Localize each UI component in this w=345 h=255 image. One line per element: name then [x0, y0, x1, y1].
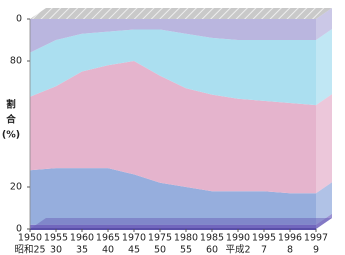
x-era-label: 30 — [50, 245, 62, 255]
x-era-label: 55 — [180, 245, 192, 255]
area — [30, 168, 316, 225]
x-era-label: 昭和25 — [14, 245, 45, 255]
x-era-label: 8 — [287, 245, 293, 255]
x-era-label: 50 — [154, 245, 166, 255]
x-tick-label: 1985 — [200, 233, 224, 244]
x-tick-label: 1955 — [44, 233, 68, 244]
x-tick-label: 1996 — [278, 233, 302, 244]
y-axis-label: 割 — [6, 99, 16, 111]
area — [30, 29, 316, 106]
side-face — [316, 8, 332, 40]
x-era-label: 45 — [128, 245, 140, 255]
x-tick-label: 1950 — [18, 233, 42, 244]
x-era-label: 35 — [76, 245, 88, 255]
side-face — [316, 29, 332, 106]
x-tick-label: 1970 — [122, 233, 146, 244]
x-era-label: 40 — [102, 245, 114, 255]
x-tick-label: 1995 — [252, 233, 276, 244]
floor — [30, 218, 332, 229]
y-tick-label: 20 — [10, 182, 22, 193]
x-era-label: 7 — [261, 245, 267, 255]
area — [30, 61, 316, 194]
x-tick-label: 1975 — [148, 233, 172, 244]
side-face — [316, 94, 332, 194]
x-era-label: 60 — [206, 245, 218, 255]
y-axis-label: 合 — [6, 114, 16, 126]
x-tick-label: 1997 — [304, 233, 328, 244]
x-era-label: 9 — [313, 245, 319, 255]
area — [30, 19, 316, 53]
y-tick-label: 80 — [10, 56, 22, 67]
x-tick-label: 1965 — [96, 233, 120, 244]
top-face — [30, 8, 332, 19]
y-tick-label: 0 — [16, 224, 22, 235]
x-tick-label: 1960 — [70, 233, 94, 244]
y-tick-label: 0 — [16, 14, 22, 25]
x-tick-label: 1990 — [226, 233, 250, 244]
side-face — [316, 182, 332, 225]
x-tick-label: 1980 — [174, 233, 198, 244]
y-axis-label: (%) — [2, 130, 20, 141]
x-era-label: 平成2 — [225, 244, 250, 255]
